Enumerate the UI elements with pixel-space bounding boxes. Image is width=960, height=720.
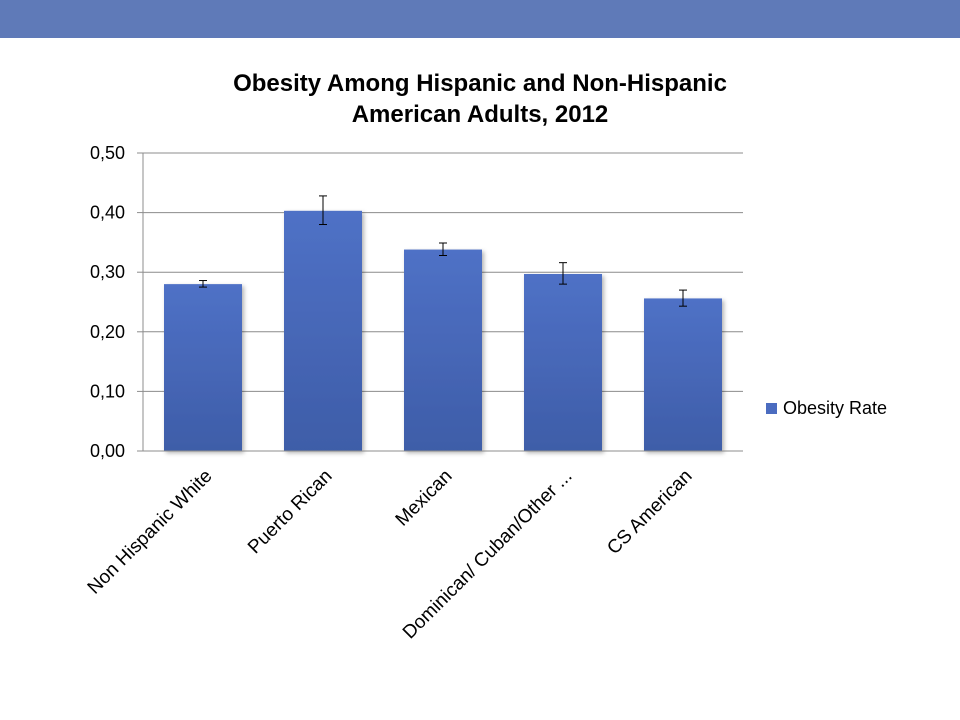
x-tick-label: CS American: [603, 466, 696, 559]
x-tick-label: Mexican: [392, 466, 457, 531]
header-accent-bar: [0, 0, 960, 38]
bar: [284, 210, 362, 451]
bar: [164, 284, 242, 451]
chart-title-line-1: Obesity Among Hispanic and Non-Hispanic: [233, 70, 727, 97]
y-tick-label: 0,00: [90, 441, 125, 461]
y-tick-label: 0,40: [90, 203, 125, 223]
legend: Obesity Rate: [766, 398, 887, 419]
bar: [644, 298, 722, 451]
y-tick-label: 0,10: [90, 381, 125, 401]
y-tick-label: 0,20: [90, 322, 125, 342]
bar: [404, 249, 482, 451]
y-tick-label: 0,50: [90, 143, 125, 163]
bar: [524, 273, 602, 451]
x-tick-label: Non Hispanic White: [84, 466, 217, 599]
x-tick-label: Puerto Rican: [244, 466, 337, 559]
chart-title: Obesity Among Hispanic and Non-Hispanic …: [120, 68, 840, 130]
legend-swatch: [766, 403, 777, 414]
chart-title-line-2: American Adults, 2012: [351, 101, 609, 128]
y-tick-label: 0,30: [90, 262, 125, 282]
legend-label: Obesity Rate: [783, 398, 888, 418]
